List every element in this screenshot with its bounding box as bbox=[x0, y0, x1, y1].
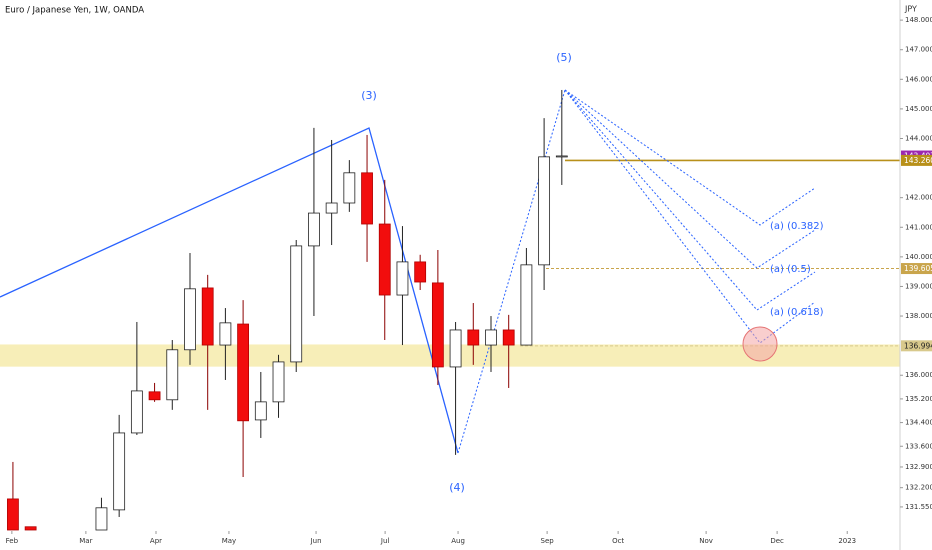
candle-body bbox=[130, 390, 143, 434]
x-tick-label: Nov bbox=[699, 537, 713, 545]
candle-body bbox=[184, 288, 196, 351]
candle-body bbox=[538, 156, 551, 266]
candle-body bbox=[237, 323, 250, 422]
fan-line bbox=[564, 89, 816, 311]
x-tick-label: Oct bbox=[612, 537, 624, 545]
x-tick-label: Aug bbox=[451, 537, 465, 545]
candle-body bbox=[325, 202, 338, 214]
wave-label: (4) bbox=[449, 481, 465, 494]
candle-body bbox=[201, 287, 214, 346]
y-tick-label: 136.000 bbox=[905, 371, 932, 379]
fan-line bbox=[564, 89, 816, 269]
fan-line bbox=[564, 89, 816, 344]
candle-body bbox=[502, 329, 515, 346]
candle-body bbox=[343, 172, 356, 204]
fib-annotation: (a) (0.5) bbox=[770, 264, 811, 275]
y-tick-label: 144.000 bbox=[905, 134, 932, 142]
candle-body bbox=[113, 432, 126, 511]
candle-body bbox=[166, 349, 179, 401]
target-circle bbox=[742, 326, 778, 362]
price-label: 143.260 bbox=[904, 156, 932, 165]
wave-dotted-line bbox=[457, 89, 566, 454]
x-tick-label: 2023 bbox=[838, 537, 856, 545]
price-label-box bbox=[901, 340, 932, 352]
y-tick-label: 132.200 bbox=[905, 484, 932, 492]
fib-annotation: (a) (0.618) bbox=[770, 307, 824, 318]
candle-body bbox=[148, 391, 161, 401]
candle-body bbox=[272, 361, 285, 403]
y-tick-label: 145.000 bbox=[905, 105, 932, 113]
y-tick-label: 142.000 bbox=[905, 194, 932, 202]
candle-body bbox=[95, 507, 108, 531]
y-tick-label: 134.400 bbox=[905, 419, 932, 427]
x-tick-label: Dec bbox=[770, 537, 784, 545]
candle-body bbox=[7, 498, 19, 531]
wave-label: (5) bbox=[556, 51, 572, 64]
y-tick-label: 141.000 bbox=[905, 223, 932, 231]
price-label: 136.994 bbox=[904, 341, 932, 350]
y-tick-label: 140.000 bbox=[905, 253, 932, 261]
candle-body bbox=[520, 264, 533, 346]
candle-body bbox=[290, 245, 303, 363]
y-tick-label: 147.000 bbox=[905, 46, 932, 54]
x-tick-label: Apr bbox=[150, 537, 162, 545]
y-tick-label: 135.200 bbox=[905, 395, 932, 403]
x-tick-label: Jun bbox=[310, 537, 322, 545]
currency-label: JPY bbox=[904, 5, 917, 14]
fan-line bbox=[564, 89, 816, 226]
x-tick-label: Jul bbox=[380, 537, 390, 545]
candle-body bbox=[467, 329, 480, 346]
candle-body bbox=[361, 172, 373, 225]
candle-body bbox=[414, 261, 427, 283]
wave-line bbox=[0, 127, 459, 454]
y-tick-label: 131.550 bbox=[905, 503, 932, 511]
candle-body bbox=[254, 401, 267, 421]
y-tick-label: 138.000 bbox=[905, 312, 932, 320]
candle-body bbox=[431, 282, 444, 368]
candle-body bbox=[308, 212, 320, 247]
price-label-box bbox=[901, 263, 932, 275]
candle-body bbox=[396, 261, 409, 296]
x-tick-label: Sep bbox=[541, 537, 555, 545]
chart-title: Euro / Japanese Yen, 1W, OANDA bbox=[5, 6, 144, 16]
candle-body bbox=[24, 526, 37, 531]
y-tick-label: 139.000 bbox=[905, 282, 932, 290]
candle-body bbox=[378, 223, 391, 296]
candle-body bbox=[449, 329, 462, 368]
y-tick-label: 132.900 bbox=[905, 463, 932, 471]
candle-body bbox=[485, 329, 497, 346]
candle-body bbox=[219, 322, 232, 346]
y-tick-label: 133.600 bbox=[905, 442, 932, 450]
fib-annotation: (a) (0.382) bbox=[770, 221, 824, 232]
x-tick-label: Feb bbox=[6, 537, 19, 545]
wave-drawings bbox=[0, 89, 816, 454]
price-label-box bbox=[901, 154, 932, 166]
y-tick-label: 148.000 bbox=[905, 16, 932, 24]
x-tick-label: Mar bbox=[79, 537, 92, 545]
price-label: 139.605 bbox=[904, 264, 932, 273]
wave-label: (3) bbox=[361, 89, 377, 102]
y-tick-label: 146.000 bbox=[905, 75, 932, 83]
x-tick-label: May bbox=[222, 537, 236, 545]
candle-body bbox=[555, 155, 568, 158]
